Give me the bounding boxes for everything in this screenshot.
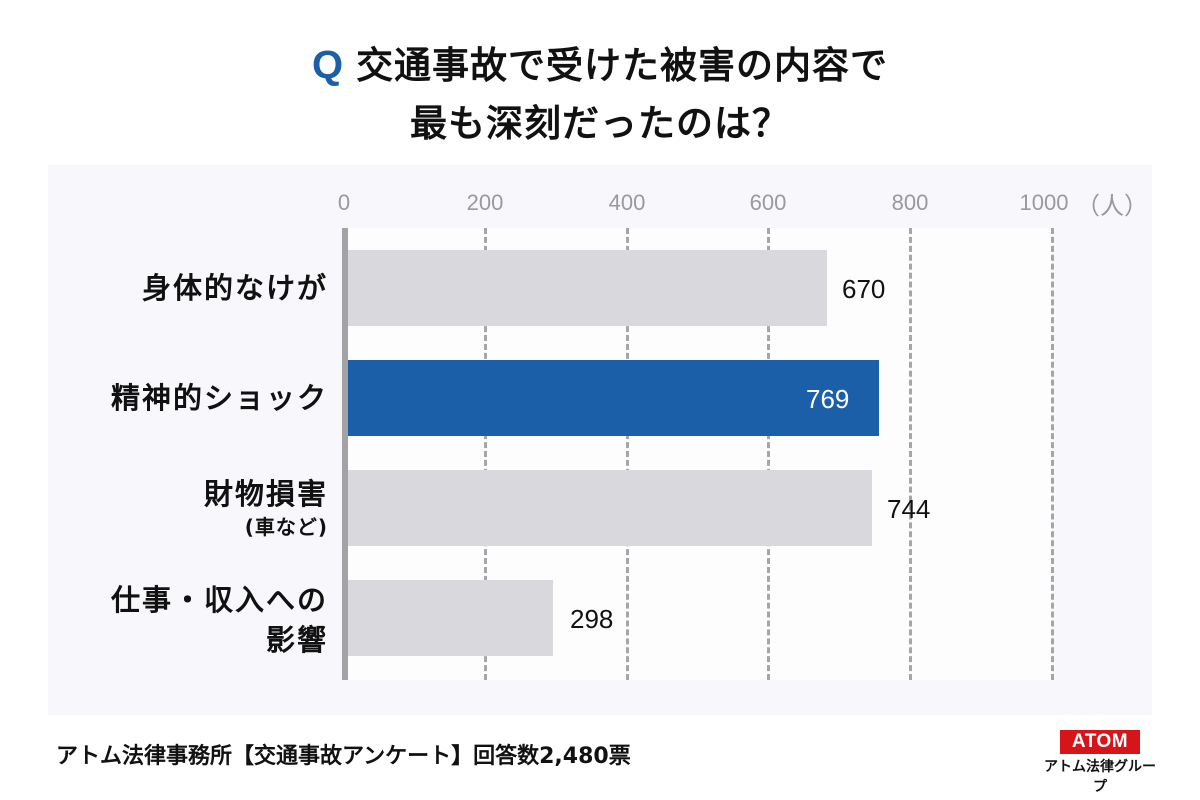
category-sublabel: (車など) (244, 515, 328, 539)
category-label: 仕事・収入への影響 (111, 580, 328, 660)
bar-value: 744 (887, 494, 931, 524)
title-line-1: Q 交通事故で受けた被害の内容で (0, 36, 1200, 95)
tick-label: 600 (749, 190, 787, 215)
category-label-text: 精神的ショック (110, 381, 328, 415)
title-text-1: 交通事故で受けた被害の内容で (356, 44, 889, 87)
category-sublabel: 影響 (265, 623, 328, 657)
axis-unit: （人） (1076, 192, 1148, 220)
bar-value: 670 (842, 274, 886, 304)
bar-property-damage (348, 470, 872, 546)
tick-label: 1000 (1019, 190, 1069, 215)
category-label-text: 財物損害 (203, 477, 328, 511)
category-label-text: 仕事・収入への (110, 583, 328, 617)
gridline-800 (909, 228, 912, 680)
chart-title: Q 交通事故で受けた被害の内容で 最も深刻だったのは？ (0, 36, 1200, 153)
gridline-600 (767, 228, 770, 680)
bar-mental-shock (348, 360, 879, 436)
tick-label: 800 (891, 190, 929, 215)
category-label: 財物損害 (車など) (204, 474, 328, 540)
source-note: アトム法律事務所【交通事故アンケート】回答数2,480票 (56, 744, 631, 769)
logo-brand: ATOM (1059, 730, 1141, 754)
gridline-400 (626, 228, 629, 680)
gridline-200 (484, 228, 487, 680)
category-label-text: 身体的なけが (141, 271, 328, 305)
bar-physical-injury (348, 250, 827, 326)
title-line-2: 最も深刻だったのは？ (410, 102, 790, 145)
atom-logo: ATOM アトム法律グループ (1040, 730, 1160, 796)
tick-label: 400 (608, 190, 646, 215)
logo-name: アトム法律グループ (1044, 759, 1156, 795)
category-label: 身体的なけが (142, 268, 328, 308)
bar-work-income (348, 580, 553, 656)
bar-value: 298 (570, 604, 614, 634)
category-label: 精神的ショック (111, 378, 328, 418)
gridline-1000 (1051, 228, 1054, 680)
tick-label: 0 (337, 190, 351, 215)
q-mark: Q (311, 43, 345, 87)
tick-label: 200 (466, 190, 504, 215)
bar-value: 769 (806, 384, 850, 414)
y-axis-line (342, 228, 348, 680)
